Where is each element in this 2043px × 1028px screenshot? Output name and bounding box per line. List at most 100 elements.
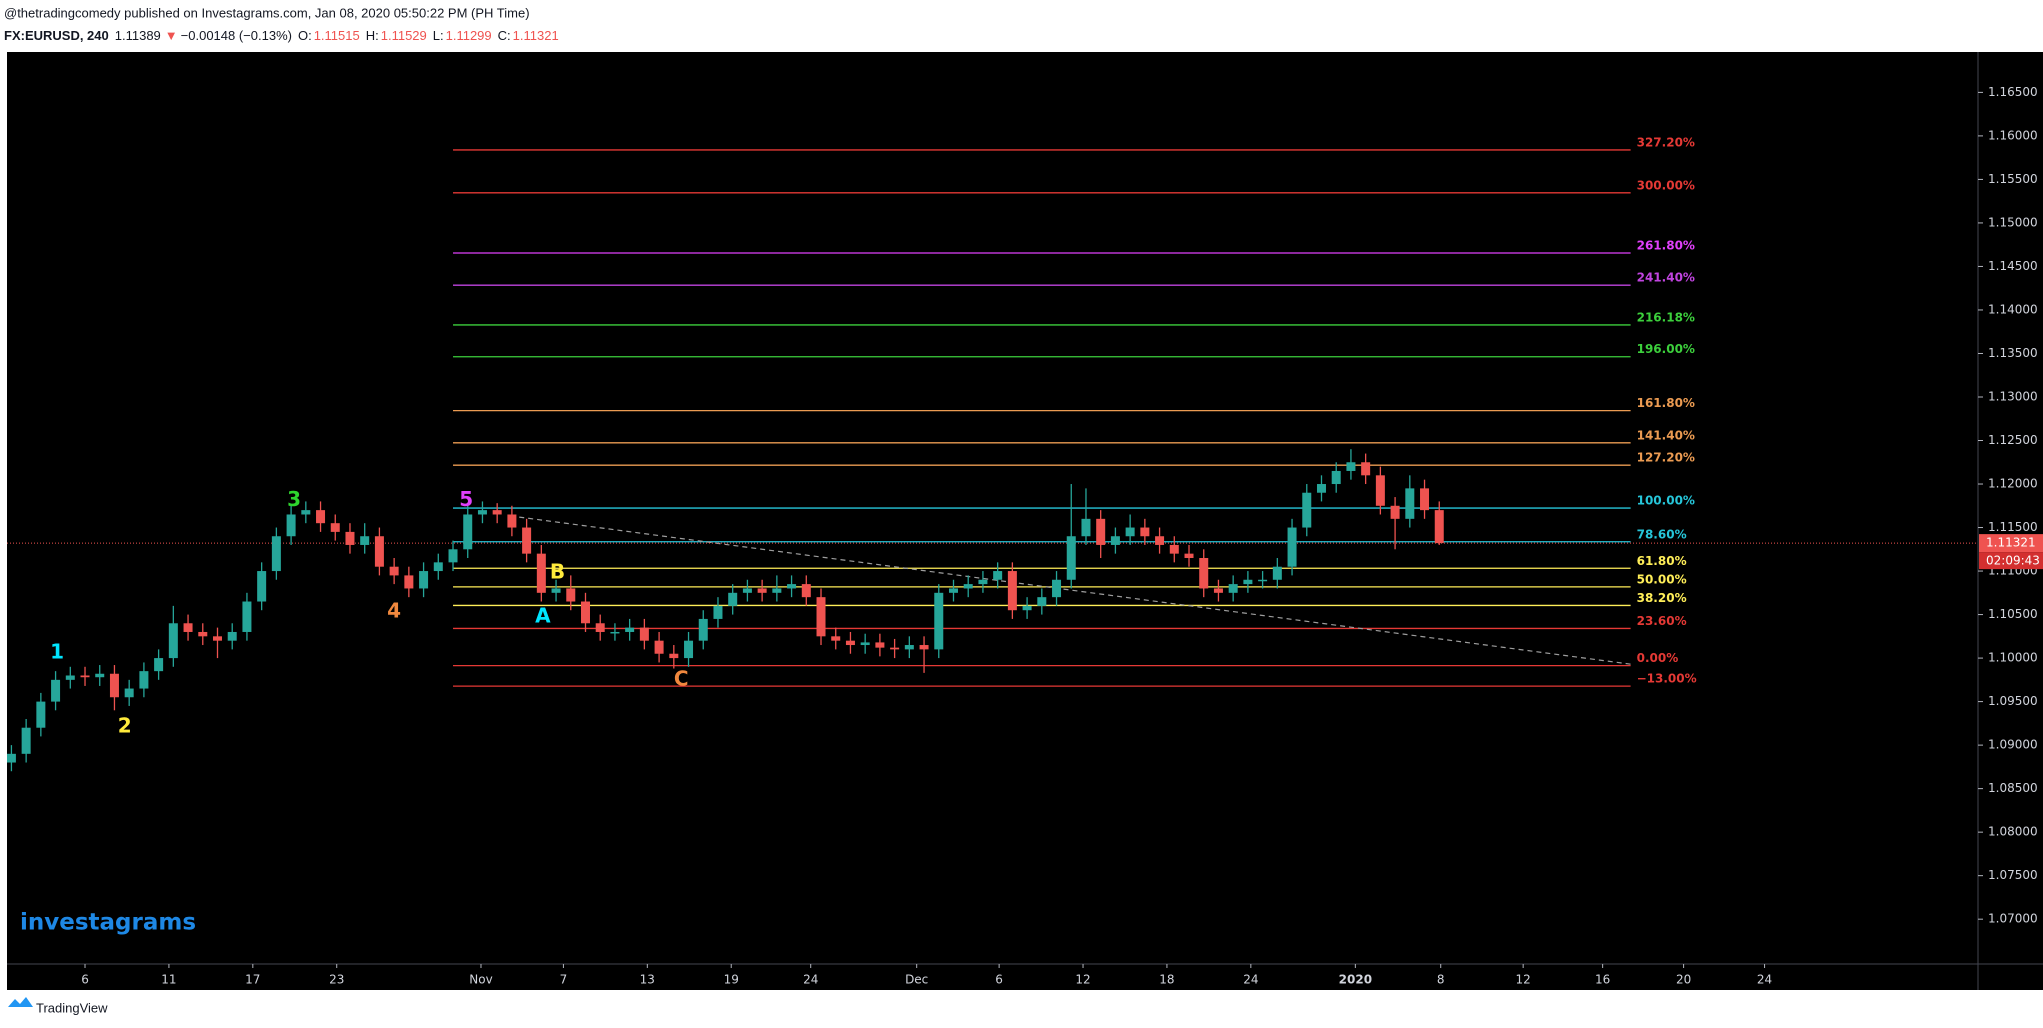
- fib-label: 300.00%: [1637, 178, 1695, 192]
- publisher-line: @thetradingcomedy published on Investagr…: [4, 5, 530, 20]
- candle-body: [875, 642, 885, 648]
- candle-body: [1125, 527, 1135, 537]
- candle-body: [1169, 544, 1179, 554]
- y-tick-label: 1.09500: [1988, 694, 2038, 708]
- x-tick-label: 18: [1159, 973, 1174, 987]
- candle-body: [257, 571, 267, 602]
- candle-body: [1390, 505, 1400, 519]
- candle-body: [1155, 536, 1165, 545]
- symbol: FX:EURUSD, 240: [4, 28, 109, 43]
- candle-body: [595, 623, 605, 632]
- x-tick-label: 17: [245, 973, 260, 987]
- fib-label: 23.60%: [1637, 614, 1687, 628]
- candle-body: [698, 618, 708, 641]
- x-tick-label: 6: [995, 973, 1003, 987]
- y-tick-label: 1.10000: [1988, 651, 2038, 665]
- x-tick-label: 8: [1437, 973, 1445, 987]
- y-tick-label: 1.07000: [1988, 912, 2038, 926]
- wave-label: B: [550, 559, 565, 583]
- fib-label: 100.00%: [1637, 494, 1695, 508]
- x-tick-label: 13: [640, 973, 655, 987]
- candle-body: [316, 510, 326, 524]
- candle-body: [360, 536, 370, 545]
- fib-label: −13.00%: [1637, 672, 1697, 686]
- candle-body: [536, 553, 546, 593]
- candle-body: [139, 671, 149, 689]
- candle-body: [95, 673, 105, 678]
- candle-body: [1361, 462, 1371, 476]
- x-tick-label: Dec: [905, 973, 928, 987]
- candle-body: [36, 701, 46, 728]
- candle-body: [728, 592, 738, 606]
- candle-body: [1037, 597, 1047, 606]
- y-tick-label: 1.16500: [1988, 85, 2038, 99]
- wave-label: 1: [50, 639, 64, 663]
- countdown-label: 02:09:43: [1986, 554, 2040, 568]
- candle-body: [948, 588, 958, 593]
- y-tick-label: 1.16000: [1988, 128, 2038, 142]
- candle-body: [742, 588, 752, 593]
- candle-body: [227, 631, 237, 641]
- fib-label: 78.60%: [1637, 527, 1687, 541]
- candle-body: [1434, 510, 1444, 544]
- x-tick-label: 12: [1516, 973, 1531, 987]
- candle-body: [654, 640, 664, 654]
- candle-body: [286, 514, 296, 537]
- candle-body: [860, 642, 870, 646]
- y-tick-label: 1.15500: [1988, 172, 2038, 186]
- x-tick-label: 24: [1243, 973, 1258, 987]
- candle-body: [787, 584, 797, 589]
- wave-label: 5: [459, 487, 473, 511]
- fib-label: 141.40%: [1637, 428, 1695, 442]
- x-tick-label: 20: [1676, 973, 1691, 987]
- candle-body: [389, 566, 399, 576]
- candle-body: [7, 753, 16, 763]
- candle-body: [610, 631, 620, 634]
- x-tick-label: 16: [1595, 973, 1610, 987]
- candle-body: [1096, 518, 1106, 545]
- y-tick-label: 1.13500: [1988, 346, 2038, 360]
- candle-body: [301, 510, 311, 515]
- x-tick-label: 24: [1757, 973, 1772, 987]
- candle-body: [522, 527, 532, 554]
- candle-body: [1405, 488, 1415, 519]
- fib-label: 261.80%: [1637, 239, 1695, 253]
- candle-body: [1272, 566, 1282, 580]
- candle-body: [551, 588, 561, 593]
- x-tick-label: 2020: [1339, 973, 1372, 987]
- candle-body: [65, 675, 75, 680]
- candle-body: [21, 727, 31, 754]
- candle-body: [492, 510, 502, 515]
- y-tick-label: 1.14500: [1988, 259, 2038, 273]
- wave-label: A: [535, 604, 551, 628]
- ohlc-value: 1.11529: [381, 28, 427, 43]
- y-tick-label: 1.12000: [1988, 477, 2038, 491]
- fib-label: 161.80%: [1637, 396, 1695, 410]
- candle-body: [80, 675, 90, 678]
- fib-label: 50.00%: [1637, 572, 1687, 586]
- candle-body: [404, 575, 414, 589]
- candle-body: [1110, 536, 1120, 545]
- y-tick-label: 1.15000: [1988, 215, 2038, 229]
- candle-body: [433, 562, 443, 572]
- candle-body: [845, 640, 855, 646]
- candle-body: [154, 658, 164, 672]
- candle-body: [183, 623, 193, 632]
- fib-label: 241.40%: [1637, 271, 1695, 285]
- x-tick-label: 7: [560, 973, 568, 987]
- candle-body: [1346, 462, 1356, 471]
- candle-body: [684, 640, 694, 659]
- last-price-box: [1979, 534, 2043, 553]
- x-tick-label: 11: [161, 973, 176, 987]
- candle-body: [831, 636, 841, 641]
- wave-label: 4: [387, 598, 401, 622]
- candle-body: [124, 688, 134, 698]
- ohlc-value: 1.11321: [513, 28, 559, 43]
- x-tick-label: 12: [1075, 973, 1090, 987]
- fib-label: 216.18%: [1637, 310, 1695, 324]
- wave-label: 3: [287, 487, 301, 511]
- x-tick-label: 24: [803, 973, 818, 987]
- candle-body: [904, 645, 914, 650]
- candle-body: [419, 571, 429, 589]
